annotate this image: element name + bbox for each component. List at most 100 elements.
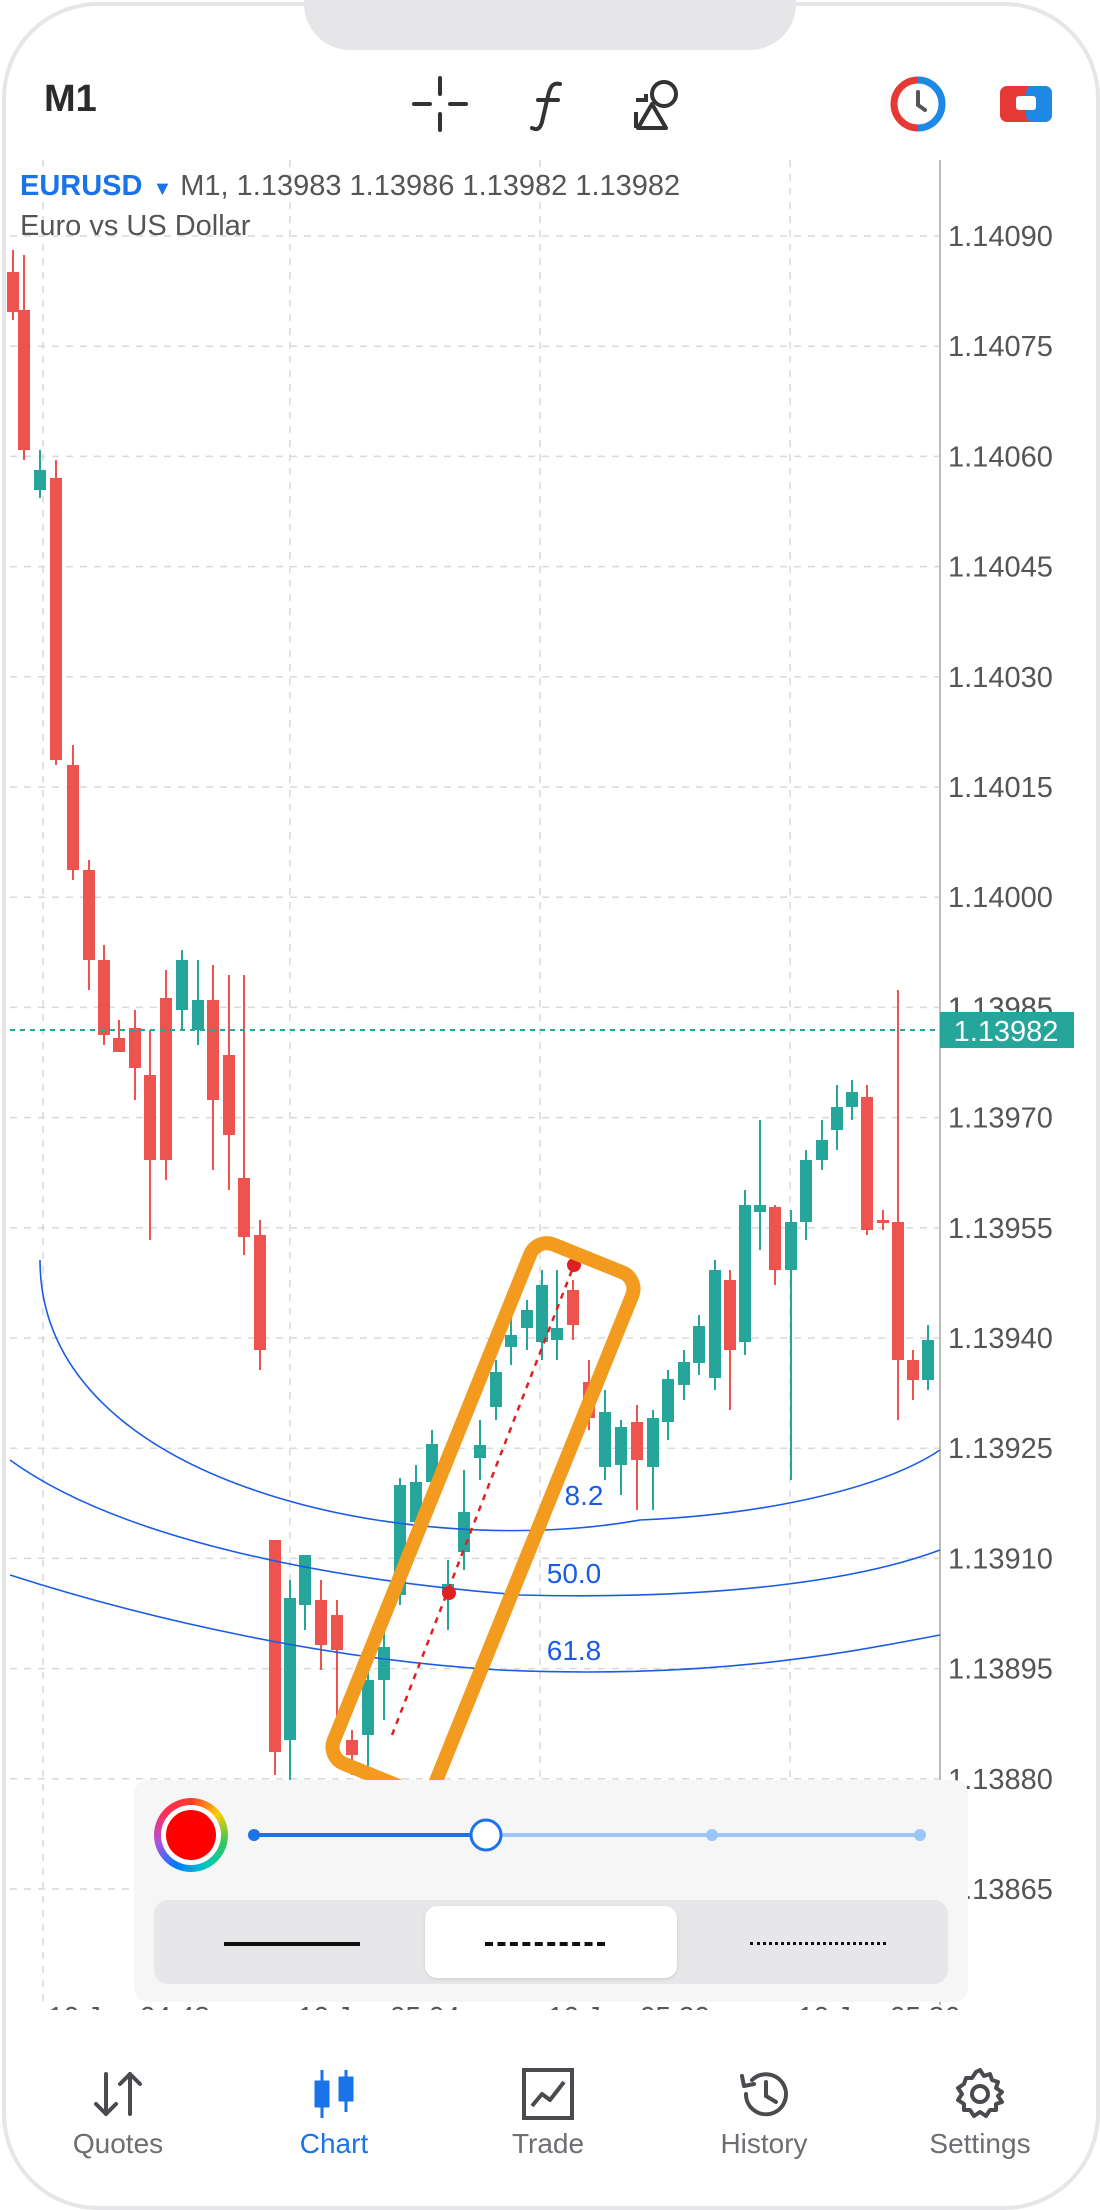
candle-bear bbox=[98, 960, 110, 1035]
candle-bull bbox=[662, 1379, 674, 1422]
candle-bear bbox=[269, 1540, 281, 1752]
indicators-icon[interactable] bbox=[520, 74, 580, 134]
candle-bull bbox=[551, 1328, 563, 1340]
fib-level-label: 50.0 bbox=[547, 1558, 602, 1589]
symbol-header: EURUSD ▼ M1, 1.13983 1.13986 1.13982 1.139… bbox=[20, 170, 680, 203]
fib-arc-61-8 bbox=[9, 1574, 941, 1673]
fib-level-label: 8.2 bbox=[565, 1480, 604, 1511]
trendline-anchor-mid[interactable] bbox=[442, 1586, 456, 1600]
candle-bear bbox=[769, 1207, 781, 1270]
tab-history-label: History bbox=[720, 2128, 808, 2159]
tab-trade[interactable]: Trade bbox=[458, 2030, 638, 2170]
price-axis-label: 1.14030 bbox=[948, 662, 1053, 694]
candle-bear bbox=[18, 310, 30, 450]
price-axis-label: 1.13970 bbox=[948, 1103, 1053, 1135]
candle-bear bbox=[892, 1222, 904, 1360]
candle-bull bbox=[490, 1372, 502, 1407]
tab-quotes-label: Quotes bbox=[72, 2128, 164, 2159]
one-click-trading-icon[interactable] bbox=[888, 74, 948, 134]
chart-icon bbox=[314, 2070, 354, 2118]
candle-bull bbox=[816, 1140, 828, 1160]
candle-bull bbox=[831, 1107, 843, 1130]
candle-bull bbox=[615, 1427, 627, 1465]
candle-bull bbox=[505, 1335, 517, 1347]
candle-bull bbox=[474, 1445, 486, 1458]
candle-bull bbox=[34, 470, 46, 490]
time-axis-label: 10 Jun 04:48 bbox=[48, 2001, 210, 2010]
candle-bull bbox=[192, 1000, 204, 1030]
drawing-style-panel bbox=[134, 1780, 968, 2002]
tab-settings[interactable]: Settings bbox=[890, 2030, 1070, 2170]
fib-level-label: 61.8 bbox=[547, 1635, 602, 1666]
candle-bear bbox=[315, 1600, 327, 1645]
price-axis-label: 1.13940 bbox=[948, 1323, 1053, 1355]
candle-bull bbox=[678, 1362, 690, 1385]
price-axis-label: 1.14075 bbox=[948, 331, 1053, 363]
line-style-dotted[interactable] bbox=[688, 1906, 940, 1978]
symbol-description: Euro vs US Dollar bbox=[20, 210, 251, 242]
current-price-tag bbox=[940, 1012, 1074, 1048]
price-axis-label: 1.14045 bbox=[948, 552, 1053, 584]
bottom-tab-bar: Quotes Chart Trade Histor bbox=[0, 2030, 1100, 2180]
tab-settings-label: Settings bbox=[929, 2128, 1031, 2159]
trade-panel-icon[interactable] bbox=[996, 74, 1056, 134]
candle-bear bbox=[160, 998, 172, 1160]
objects-icon[interactable] bbox=[628, 74, 688, 134]
candle-bull bbox=[800, 1160, 812, 1222]
tab-history[interactable]: History bbox=[674, 2030, 854, 2170]
fib-trendline[interactable] bbox=[390, 1264, 576, 1736]
symbol-name[interactable]: EURUSD bbox=[20, 170, 143, 202]
line-width-slider[interactable] bbox=[244, 1800, 954, 1870]
candle-bear bbox=[113, 1038, 125, 1052]
price-axis-label: 1.14090 bbox=[948, 221, 1053, 253]
price-axis-label: 1.13910 bbox=[948, 1543, 1053, 1575]
price-axis-label: 1.14060 bbox=[948, 441, 1053, 473]
tab-chart[interactable]: Chart bbox=[244, 2030, 424, 2170]
candle-bull bbox=[754, 1205, 766, 1212]
dotted-line-icon bbox=[750, 1942, 886, 1945]
slider-thumb[interactable] bbox=[469, 1818, 503, 1852]
candle-bear bbox=[207, 1000, 219, 1100]
fib-arc-8-2 bbox=[39, 1259, 941, 1532]
symbol-dropdown-icon[interactable]: ▼ bbox=[152, 178, 173, 200]
highlight-frame bbox=[325, 1236, 641, 1800]
price-axis-label: 1.13895 bbox=[948, 1654, 1053, 1686]
dashed-line-icon bbox=[485, 1942, 605, 1946]
candle-bull bbox=[709, 1270, 721, 1378]
price-chart[interactable]: 8.2 50.0 61.8 1.14090 1.14075 1.14060 1.14045… bbox=[0, 160, 1100, 2010]
line-style-dashed[interactable] bbox=[425, 1906, 677, 1978]
timeframe-button[interactable]: M1 bbox=[44, 78, 97, 120]
candle-bear bbox=[7, 272, 19, 312]
tab-quotes[interactable]: Quotes bbox=[28, 2030, 208, 2170]
candle-bear bbox=[631, 1422, 643, 1460]
current-price-label: 1.13982 bbox=[954, 1016, 1059, 1048]
candle-bull bbox=[299, 1555, 311, 1605]
chart-toolbar: M1 bbox=[0, 60, 1100, 150]
ohlc-values: M1, 1.13983 1.13986 1.13982 1.13982 bbox=[180, 170, 681, 202]
candle-bull bbox=[846, 1092, 858, 1107]
trade-icon bbox=[522, 2068, 574, 2120]
price-axis-label: 1.14015 bbox=[948, 772, 1053, 804]
tab-trade-label: Trade bbox=[511, 2128, 585, 2159]
quotes-icon bbox=[94, 2072, 142, 2116]
candle-bull bbox=[536, 1285, 548, 1342]
candle-bear bbox=[907, 1360, 919, 1380]
candle-bear bbox=[877, 1220, 889, 1223]
color-picker-button[interactable] bbox=[154, 1798, 228, 1872]
candle-bear bbox=[331, 1615, 343, 1650]
crosshair-icon[interactable] bbox=[410, 74, 470, 134]
candle-bull bbox=[176, 960, 188, 1010]
candle-bull bbox=[599, 1412, 611, 1467]
candle-bear bbox=[223, 1055, 235, 1135]
candle-bull bbox=[739, 1205, 751, 1342]
time-axis-label: 10 Jun 05:20 bbox=[548, 2001, 710, 2010]
history-icon bbox=[740, 2072, 788, 2117]
line-style-solid[interactable] bbox=[162, 1906, 414, 1978]
chart-canvas[interactable]: 8.2 50.0 61.8 1.14090 1.14075 1.14060 1.14045… bbox=[0, 160, 1100, 2010]
candle-bull bbox=[362, 1680, 374, 1735]
selected-color-swatch bbox=[166, 1810, 216, 1860]
time-axis-label: 10 Jun 05:04 bbox=[298, 2001, 460, 2010]
candle-bull bbox=[284, 1598, 296, 1740]
candle-bear bbox=[567, 1290, 579, 1325]
